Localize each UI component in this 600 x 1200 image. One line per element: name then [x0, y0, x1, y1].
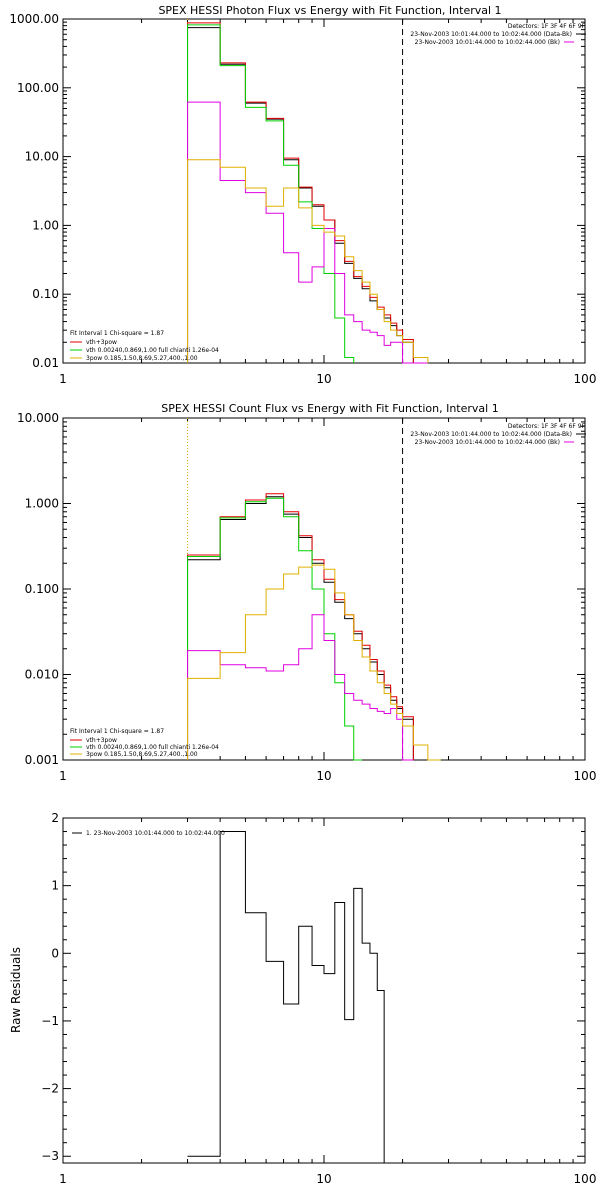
series-data-bk-line	[187, 27, 414, 363]
plot-frame	[62, 18, 586, 364]
y-tick-label: 0.001	[25, 753, 59, 767]
x-tick-label: 100	[574, 1172, 597, 1186]
y-tick-label: 0	[51, 946, 59, 960]
photon-flux-title: SPEX HESSI Photon Flux vs Energy with Fi…	[158, 4, 501, 17]
series-bk-line	[187, 159, 429, 363]
x-tick-label: 10	[316, 372, 331, 386]
residuals-legend-label: 1. 23-Nov-2003 10:01:44.000 to 10:02:44.…	[86, 830, 225, 837]
series-vth-3pow-line	[187, 22, 414, 363]
legend-bk-interval: 23-Nov-2003 10:01:44.000 to 10:02:44.000…	[415, 39, 560, 46]
y-tick-label: −1	[41, 1014, 59, 1028]
y-tick-label: 100.00	[17, 81, 59, 95]
series-3pow-line	[187, 614, 414, 761]
legend-vth-label: vth 0.00240,0.869,1.00 full chianti 1.26…	[86, 744, 219, 751]
y-tick-label: 1.00	[32, 218, 59, 232]
y-tick-label: 0.10	[32, 287, 59, 301]
legend-fit-interval: Fit Interval 1 Chi-square = 1.87	[70, 728, 164, 735]
x-tick-label: 10	[316, 1172, 331, 1186]
count-flux-legend-top-right: Detectors: 1F 3F 4F 6F 9F 23-Nov-2003 10…	[410, 423, 586, 446]
y-tick-label: −3	[41, 1149, 59, 1163]
series-vth-3pow-line	[187, 493, 414, 760]
series-vth-line	[187, 497, 363, 761]
photon-flux-legend-fit: Fit Interval 1 Chi-square = 1.87 vth+3po…	[70, 330, 219, 362]
x-tick-label: 1	[59, 372, 67, 386]
count-flux-panel: SPEX HESSI Count Flux vs Energy with Fit…	[17, 402, 596, 783]
photon-flux-legend-top-right: Detectors: 1F 3F 4F 6F 9F 23-Nov-2003 10…	[410, 23, 586, 46]
x-tick-label: 100	[574, 372, 597, 386]
series-data-bk-line	[187, 496, 414, 760]
count-flux-title: SPEX HESSI Count Flux vs Energy with Fit…	[161, 402, 498, 415]
series-bk-line	[187, 564, 441, 761]
legend-vth-label: vth 0.00240,0.869,1.00 full chianti 1.26…	[86, 347, 219, 354]
legend-detectors: Detectors: 1F 3F 4F 6F 9F	[508, 423, 586, 430]
series-residual-line	[187, 831, 391, 1164]
y-tick-label: 0.01	[32, 356, 59, 370]
x-tick-label: 10	[316, 769, 331, 783]
y-tick-label: 1.000	[25, 497, 59, 511]
legend-data-interval: 23-Nov-2003 10:01:44.000 to 10:02:44.000…	[410, 31, 572, 38]
legend-3pow-label: 3pow 0.185,1.50,8.69,5.27,400.,1.00	[86, 751, 198, 758]
photon-flux-panel: SPEX HESSI Photon Flux vs Energy with Fi…	[9, 4, 596, 386]
legend-fit-interval: Fit Interval 1 Chi-square = 1.87	[70, 330, 164, 337]
x-tick-label: 1	[59, 769, 67, 783]
y-tick-label: 1000.00	[9, 12, 59, 26]
legend-total-label: vth+3pow	[86, 339, 117, 346]
count-flux-legend-fit: Fit Interval 1 Chi-square = 1.87 vth+3po…	[70, 728, 219, 758]
legend-3pow-label: 3pow 0.185,1.50,8.69,5.27,400.,1.00	[86, 355, 198, 362]
legend-total-label: vth+3pow	[86, 737, 117, 744]
legend-data-interval: 23-Nov-2003 10:01:44.000 to 10:02:44.000…	[410, 431, 572, 438]
y-tick-label: 0.010	[25, 668, 59, 682]
y-tick-label: −2	[41, 1082, 59, 1096]
y-tick-label: 0.100	[25, 582, 59, 596]
series-3pow-line	[187, 101, 428, 364]
x-tick-label: 1	[59, 1172, 67, 1186]
count-flux-plot: 1 10 100 0.001 0.010 0.100 1.000 10.000	[17, 411, 596, 783]
y-tick-label: 2	[51, 811, 59, 825]
series-vth-line	[187, 24, 355, 363]
plot-frame	[62, 817, 586, 1164]
legend-detectors: Detectors: 1F 3F 4F 6F 9F	[508, 23, 586, 30]
y-tick-label: 10.00	[25, 150, 59, 164]
photon-flux-plot: 1 10 100 0.01 0.10 1.00 10.00 100.00 1000.00	[9, 12, 596, 386]
y-tick-label: 1	[51, 879, 59, 893]
legend-bk-interval: 23-Nov-2003 10:01:44.000 to 10:02:44.000…	[415, 439, 560, 446]
residuals-ylabel: Raw Residuals	[9, 947, 23, 1033]
x-tick-label: 100	[574, 769, 597, 783]
y-tick-label: 10.000	[17, 411, 59, 425]
